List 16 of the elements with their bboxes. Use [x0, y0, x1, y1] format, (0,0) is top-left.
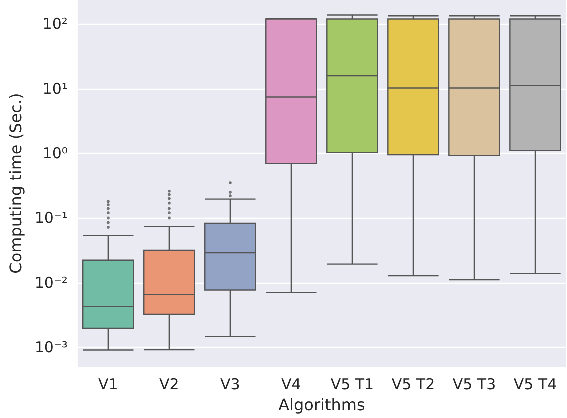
y-tick-label: 10⁻³ [34, 338, 68, 357]
x-axis-title: Algorithms [278, 396, 366, 414]
x-tick-label: V3 [220, 376, 240, 394]
y-tick-label: 10⁻² [34, 274, 68, 292]
y-tick-label: 10⁻¹ [34, 209, 68, 228]
x-tick-label: V4 [282, 376, 302, 394]
y-axis-title: Computing time (Sec.) [6, 93, 26, 274]
x-tick-label: V1 [98, 376, 118, 394]
y-tick-label: 10⁰ [42, 144, 68, 163]
x-tick-label: V5 T1 [330, 376, 374, 394]
y-tick-label: 10² [42, 15, 68, 34]
x-tick-label: V5 T3 [452, 376, 496, 394]
x-tick-label: V2 [160, 376, 180, 394]
y-tick-label: 10¹ [42, 80, 68, 98]
x-tick-label: V5 T4 [514, 376, 558, 394]
x-tick-label: V5 T2 [392, 376, 436, 394]
